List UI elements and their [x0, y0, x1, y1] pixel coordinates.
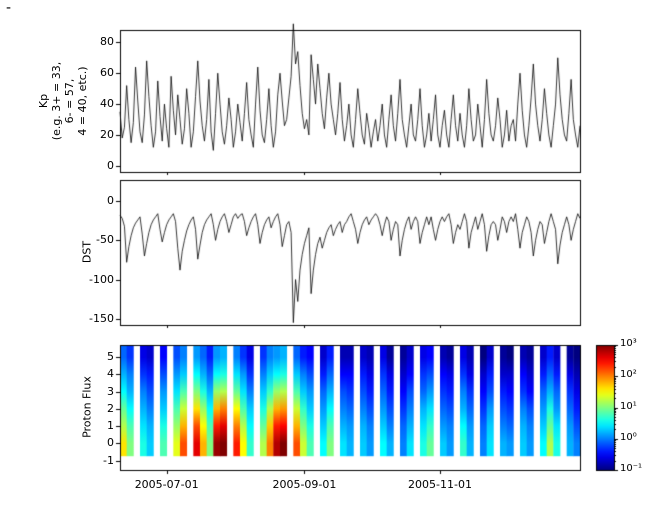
x-tick-label: 2005-07-01: [134, 478, 199, 491]
kp-y-tick-label: 20: [100, 127, 114, 141]
colorbar-tick-label: 10³: [620, 338, 637, 349]
flux-y-tick-label: 5: [107, 350, 114, 364]
flux-y-tick-label: 0: [107, 436, 114, 450]
flux-y-tick-label: 3: [107, 384, 114, 398]
dst-y-tick-label: -50: [96, 233, 114, 247]
kp-y-tick-label: 40: [100, 97, 114, 111]
flux-y-tick-label: -1: [103, 453, 114, 467]
x-tick-label: 2005-09-01: [272, 478, 337, 491]
flux-y-tick-label: 2: [107, 401, 114, 415]
colorbar-tick-label: 10¹: [620, 400, 637, 412]
kp-y-tick-label: 80: [100, 35, 114, 49]
flux-y-tick-label: 1: [107, 419, 114, 433]
dst-y-tick-label: -100: [89, 272, 114, 286]
window-mark: -: [6, 0, 12, 16]
kp-axis-label-line-1: Kp: [37, 93, 50, 109]
colorbar-tick-label: 10⁰: [620, 431, 637, 443]
kp-axis-label-line-2: (e.g. 3+ = 33,: [50, 61, 63, 141]
flux-y-tick-label: 4: [107, 367, 114, 381]
kp-y-tick-label: 60: [100, 66, 114, 80]
kp-y-tick-label: 0: [107, 158, 114, 172]
dst-y-tick-label: 0: [107, 194, 114, 208]
kp-axis-label-line-3: 6- = 57,: [63, 78, 76, 124]
colorbar-tick-label: 10²: [620, 369, 637, 381]
colorbar-tick-label: 10⁻¹: [620, 463, 643, 474]
dst-y-tick-label: -150: [89, 311, 114, 325]
x-tick-label: 2005-11-01: [408, 478, 472, 491]
